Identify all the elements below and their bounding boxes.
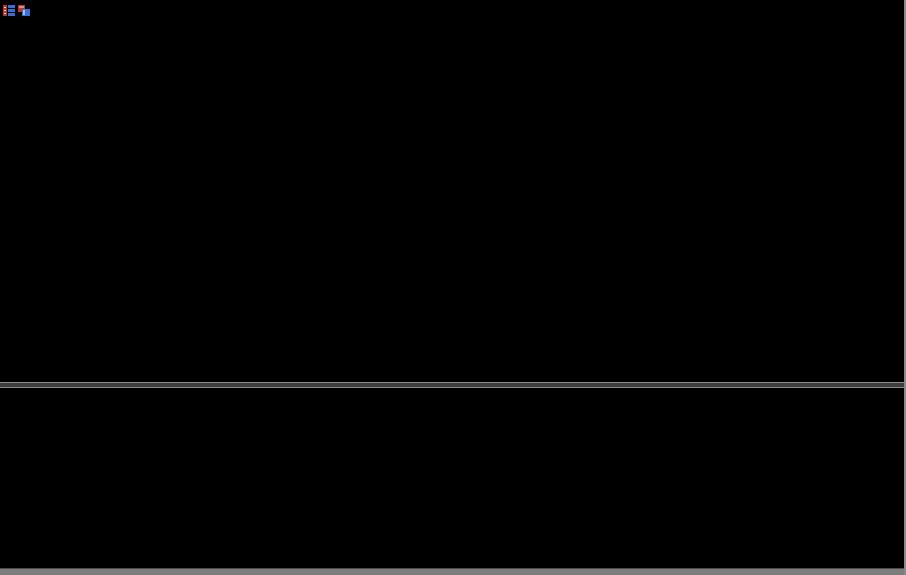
indicator-list-icon[interactable] — [3, 3, 15, 16]
macd-chart[interactable] — [0, 388, 906, 567]
chart-window-icon[interactable] — [18, 3, 30, 16]
horizontal-scrollbar[interactable] — [0, 568, 904, 575]
price-chart[interactable] — [0, 0, 906, 383]
pane-separator[interactable] — [0, 382, 904, 388]
chart-titlebar — [0, 0, 904, 16]
macd-indicator-pane[interactable] — [0, 388, 904, 567]
